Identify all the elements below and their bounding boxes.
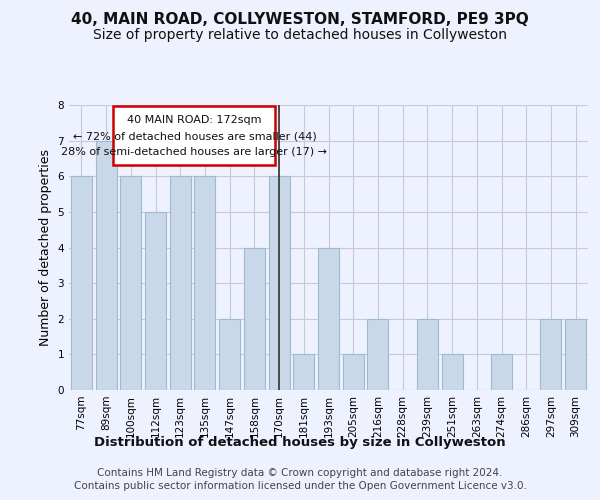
Bar — [417, 319, 438, 390]
Bar — [442, 354, 463, 390]
Text: Contains HM Land Registry data © Crown copyright and database right 2024.: Contains HM Land Registry data © Crown c… — [97, 468, 503, 477]
Bar — [293, 354, 314, 390]
Bar — [318, 248, 339, 390]
Bar — [120, 176, 141, 390]
Bar — [541, 319, 562, 390]
FancyBboxPatch shape — [113, 106, 275, 165]
Bar — [145, 212, 166, 390]
Text: 40 MAIN ROAD: 172sqm: 40 MAIN ROAD: 172sqm — [127, 116, 262, 126]
Bar — [565, 319, 586, 390]
Bar — [194, 176, 215, 390]
Bar — [219, 319, 240, 390]
Bar — [491, 354, 512, 390]
Bar — [367, 319, 388, 390]
Y-axis label: Number of detached properties: Number of detached properties — [39, 149, 52, 346]
Bar — [170, 176, 191, 390]
Bar — [244, 248, 265, 390]
Bar — [343, 354, 364, 390]
Text: 40, MAIN ROAD, COLLYWESTON, STAMFORD, PE9 3PQ: 40, MAIN ROAD, COLLYWESTON, STAMFORD, PE… — [71, 12, 529, 28]
Bar — [269, 176, 290, 390]
Text: ← 72% of detached houses are smaller (44): ← 72% of detached houses are smaller (44… — [73, 132, 316, 141]
Text: Size of property relative to detached houses in Collyweston: Size of property relative to detached ho… — [93, 28, 507, 42]
Text: Contains public sector information licensed under the Open Government Licence v3: Contains public sector information licen… — [74, 481, 526, 491]
Bar — [71, 176, 92, 390]
Text: Distribution of detached houses by size in Collyweston: Distribution of detached houses by size … — [94, 436, 506, 449]
Text: 28% of semi-detached houses are larger (17) →: 28% of semi-detached houses are larger (… — [61, 147, 328, 157]
Bar — [95, 140, 116, 390]
